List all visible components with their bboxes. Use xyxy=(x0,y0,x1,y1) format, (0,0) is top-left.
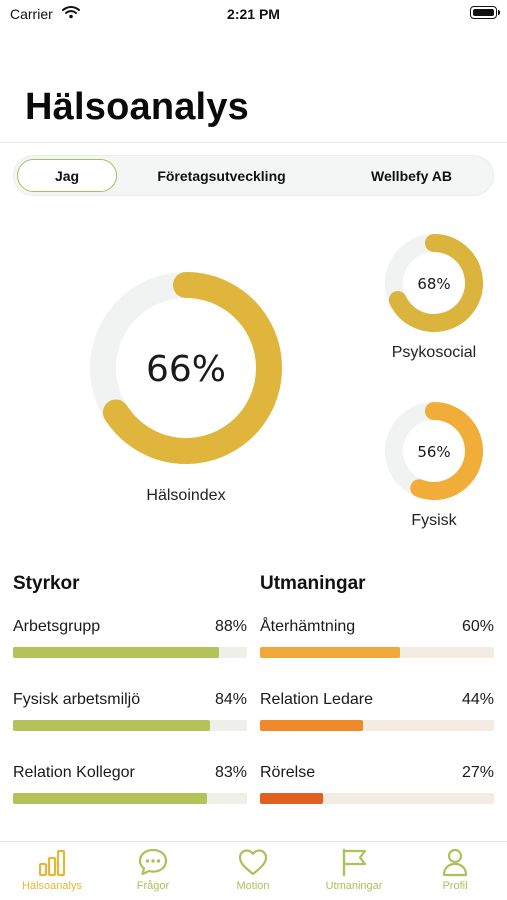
fysisk-gauge-arc xyxy=(410,402,483,500)
strength-bar-track xyxy=(13,720,247,731)
halsoindex-gauge: 66% xyxy=(90,272,282,464)
heart-icon xyxy=(238,849,268,876)
challenge-row: Återhämtning 60% xyxy=(260,618,494,658)
tab-label: Utmaningar xyxy=(325,880,383,892)
challenge-row: Rörelse 27% xyxy=(260,764,494,804)
tab-label: Hälsoanalys xyxy=(22,880,82,892)
tab-label: Motion xyxy=(236,880,270,892)
strength-bar-fill xyxy=(13,793,208,804)
strength-label: Fysisk arbetsmiljö xyxy=(13,691,141,708)
tab-halsoanalys[interactable]: Hälsoanalys xyxy=(2,847,102,899)
halsoindex-value: 66% xyxy=(146,349,226,390)
psykosocial-gauge: 68% xyxy=(385,234,483,332)
challenge-bar-fill xyxy=(260,793,324,804)
psykosocial-gauge-arc xyxy=(388,234,483,332)
strength-row: Relation Kollegor 83% xyxy=(13,764,247,804)
segment-wellbefy[interactable]: Wellbefy AB xyxy=(371,167,452,184)
halsoindex-label: Hälsoindex xyxy=(146,487,226,504)
challenge-bar-fill xyxy=(260,647,401,658)
strength-value: 88% xyxy=(214,618,247,635)
flag-icon xyxy=(342,848,367,877)
segment-foretagsutveckling[interactable]: Företagsutveckling xyxy=(157,167,286,184)
challenge-value: 27% xyxy=(461,764,494,781)
tab-utmaningar[interactable]: Utmaningar xyxy=(304,847,404,899)
tab-label: Frågor xyxy=(136,880,170,892)
challenge-value: 60% xyxy=(461,618,494,635)
strength-row: Fysisk arbetsmiljö 84% xyxy=(13,691,247,731)
segmented-control: Jag Företagsutveckling Wellbefy AB xyxy=(13,155,494,196)
strength-label: Relation Kollegor xyxy=(13,764,135,781)
fysisk-gauge: 56% xyxy=(385,402,483,500)
challenges-title: Utmaningar xyxy=(260,573,366,594)
chat-bubble-icon xyxy=(138,848,168,876)
challenge-value: 44% xyxy=(461,691,494,708)
segment-jag[interactable]: Jag xyxy=(17,159,117,192)
psykosocial-value: 68% xyxy=(417,275,450,293)
strength-bar-track xyxy=(13,793,247,804)
halsoindex-gauge-arc xyxy=(102,272,282,464)
tab-motion[interactable]: Motion xyxy=(203,847,303,899)
tab-fragor[interactable]: Frågor xyxy=(103,847,203,899)
challenge-bar-track xyxy=(260,793,494,804)
psykosocial-label: Psykosocial xyxy=(391,344,477,361)
challenge-bar-track xyxy=(260,647,494,658)
wifi-icon xyxy=(62,6,80,19)
challenge-bar-fill xyxy=(260,720,363,731)
page-title: Hälsoanalys xyxy=(25,86,249,128)
battery-icon xyxy=(470,6,500,19)
carrier-label: Carrier xyxy=(10,6,53,22)
divider xyxy=(0,142,507,143)
strengths-title: Styrkor xyxy=(13,573,80,594)
strength-label: Arbetsgrupp xyxy=(13,618,101,635)
challenge-label: Relation Ledare xyxy=(260,691,373,708)
strength-value: 84% xyxy=(214,691,247,708)
tab-bar: Hälsoanalys Frågor Motion Utmaningar Pro… xyxy=(0,841,507,900)
tab-profil[interactable]: Profil xyxy=(405,847,505,899)
challenge-label: Återhämtning xyxy=(260,618,356,635)
strength-bar-track xyxy=(13,647,247,658)
tab-label: Profil xyxy=(442,880,468,892)
fysisk-label: Fysisk xyxy=(411,512,457,529)
challenge-label: Rörelse xyxy=(260,764,316,781)
person-icon xyxy=(442,848,468,877)
challenge-bar-track xyxy=(260,720,494,731)
status-bar: Carrier 2:21 PM xyxy=(0,0,507,30)
strength-row: Arbetsgrupp 88% xyxy=(13,618,247,658)
strength-bar-fill xyxy=(13,720,210,731)
strength-bar-fill xyxy=(13,647,219,658)
fysisk-value: 56% xyxy=(417,443,450,461)
strength-value: 83% xyxy=(214,764,247,781)
clock: 2:21 PM xyxy=(227,6,280,22)
challenge-row: Relation Ledare 44% xyxy=(260,691,494,731)
bar-chart-icon xyxy=(38,849,66,877)
